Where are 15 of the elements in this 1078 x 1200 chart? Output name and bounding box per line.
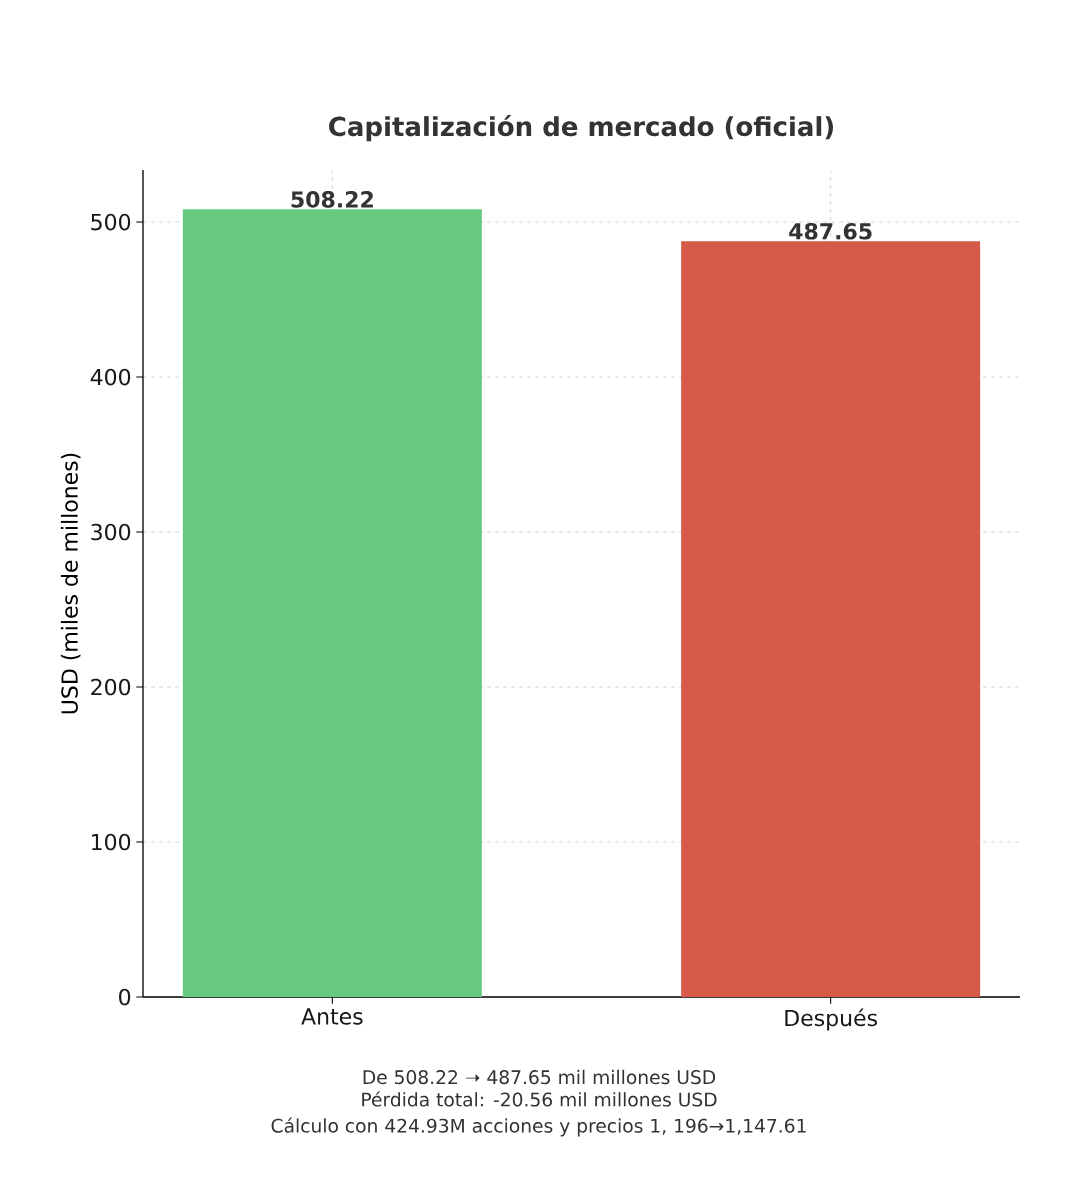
text: Cálculo con 424.93M acciones y precios 1, 196→1,147.61 [271, 1117, 806, 1137]
y-tick-label: 500 [91, 213, 131, 231]
y-tick-label: 0 [119, 988, 131, 1006]
y-tick-label: 400 [90, 368, 131, 386]
data-label: 487.65 [789, 222, 872, 240]
y-tick-label: 200 [91, 678, 131, 696]
chart-title: Capitalización de mercado (oficial) [329, 115, 833, 142]
y-axis-title: USD (miles de millones) [60, 453, 81, 714]
text: Pérdida total: -20.56 mil millones USD [362, 1091, 717, 1107]
text: De 508.22 ➝ 487.65 mil millones USD [363, 1069, 716, 1085]
y-tick-label: 300 [91, 523, 131, 541]
x-tick-label: Después [785, 1008, 877, 1031]
data-label: 508.22 [291, 191, 373, 208]
x-tick-label: Antes [301, 1008, 363, 1025]
y-tick-label: 100 [92, 833, 131, 851]
